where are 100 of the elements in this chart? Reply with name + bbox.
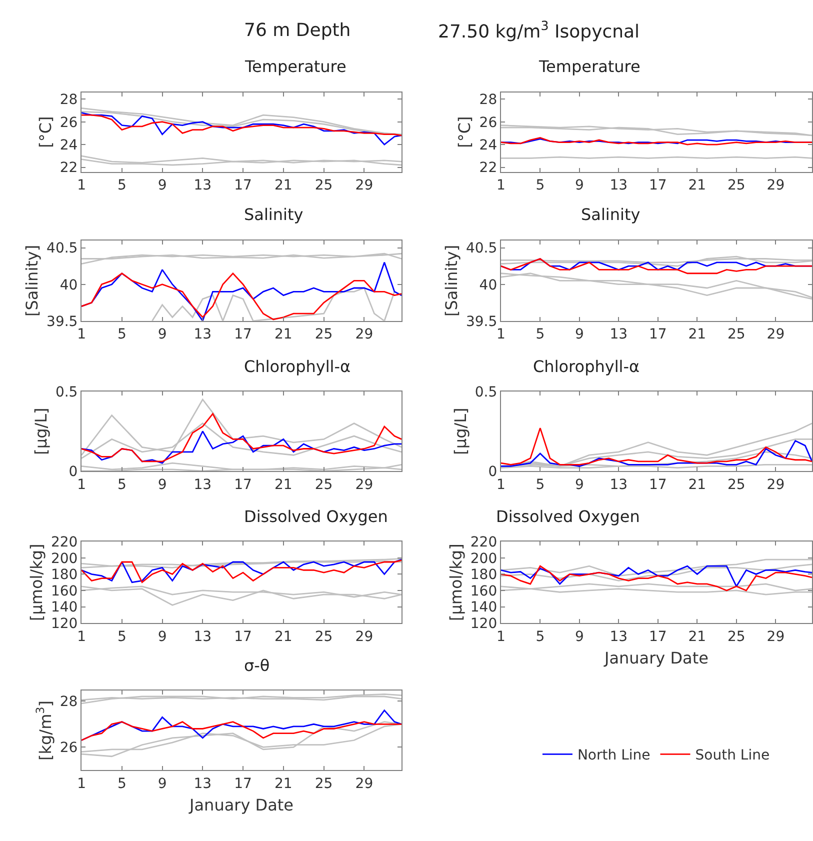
y-tick-label: 120 (470, 616, 498, 632)
x-tick-label: 13 (610, 476, 628, 493)
x-tick-label: 9 (158, 476, 167, 493)
y-tick-label: 26 (60, 114, 78, 131)
x-tick-label: 25 (728, 178, 746, 194)
x-tick-label: 17 (649, 326, 667, 343)
x-tick-label: 25 (728, 476, 746, 493)
x-tick-label: 1 (77, 326, 86, 343)
x-tick-label: 25 (314, 326, 333, 343)
y-tick-label: 220 (50, 534, 78, 551)
y-axis-title: [°C] (455, 116, 474, 148)
x-tick-label: 25 (314, 476, 333, 493)
x-tick-label: 17 (234, 326, 252, 343)
x-axis-title: January Date (603, 648, 708, 668)
x-tick-label: 25 (314, 178, 333, 194)
x-tick-label: 13 (610, 628, 628, 645)
x-tick-label: 21 (274, 326, 292, 343)
x-tick-label: 29 (766, 178, 785, 194)
x-tick-label: 9 (158, 628, 167, 645)
x-tick-label: 1 (496, 326, 506, 343)
y-tick-label: 26 (60, 740, 78, 756)
y-tick-label: 0.5 (55, 384, 78, 400)
x-tick-label: 5 (536, 628, 545, 645)
x-tick-label: 9 (158, 776, 167, 792)
y-tick-label: 40 (479, 277, 498, 294)
chart-title: Dissolved Oxygen (244, 507, 388, 526)
y-axis-title: [µg/L] (450, 408, 470, 455)
chart-subtitle: Temperature (244, 57, 346, 76)
x-tick-label: 17 (234, 628, 252, 645)
legend-label: North Line (577, 748, 650, 764)
chart-title: 27.50 kg/m$^{3}$ Isopycnal (438, 18, 640, 43)
chart-title: 76 m Depth (244, 20, 351, 41)
y-tick-label: 40.5 (46, 240, 78, 257)
y-tick-label: 160 (50, 583, 78, 600)
y-axis-title: [°C] (36, 116, 55, 148)
x-tick-label: 5 (536, 476, 545, 493)
x-tick-label: 17 (649, 178, 667, 194)
y-tick-label: 28 (60, 694, 78, 710)
x-tick-label: 5 (117, 628, 126, 645)
chart-title: Chlorophyll-α (533, 357, 640, 376)
x-tick-label: 17 (234, 178, 252, 194)
x-tick-label: 1 (496, 178, 506, 194)
y-axis-title: [µmol/kg] (446, 544, 466, 621)
x-tick-label: 17 (234, 776, 252, 792)
y-tick-label: 0 (488, 464, 498, 480)
y-tick-label: 22 (60, 160, 78, 176)
x-tick-label: 21 (688, 628, 706, 645)
y-tick-label: 22 (479, 160, 498, 176)
x-tick-label: 17 (234, 476, 252, 493)
chart-title: Salinity (581, 205, 640, 224)
y-tick-label: 40.5 (466, 240, 498, 257)
y-axis-title: [µg/L] (31, 408, 50, 455)
x-tick-label: 5 (536, 326, 545, 343)
x-tick-label: 21 (688, 476, 706, 493)
y-tick-label: 180 (470, 567, 498, 584)
chart-title: Dissolved Oxygen (496, 507, 640, 526)
y-tick-label: 28 (479, 92, 498, 108)
chart-title: Salinity (244, 205, 304, 224)
y-axis-title: [µmol/kg] (26, 544, 46, 621)
chart-subtitle: Temperature (538, 57, 640, 76)
chart-title: Chlorophyll-α (244, 357, 351, 376)
y-axis-title: [Salinity] (22, 244, 42, 317)
x-tick-label: 9 (574, 628, 584, 645)
y-tick-label: 28 (60, 92, 78, 108)
x-tick-label: 29 (355, 326, 374, 343)
y-tick-label: 140 (470, 600, 498, 616)
y-tick-label: 140 (50, 600, 78, 616)
x-tick-label: 21 (688, 178, 706, 194)
y-tick-label: 220 (470, 534, 498, 551)
x-tick-label: 25 (314, 628, 333, 645)
y-tick-label: 40 (60, 277, 78, 294)
x-tick-label: 25 (314, 776, 333, 792)
x-tick-label: 5 (536, 178, 545, 194)
x-tick-label: 21 (274, 476, 292, 493)
y-tick-label: 39.5 (466, 314, 498, 330)
x-tick-label: 13 (194, 178, 212, 194)
y-tick-label: 200 (470, 550, 498, 567)
x-tick-label: 9 (574, 476, 584, 493)
x-tick-label: 21 (274, 178, 292, 194)
x-tick-label: 29 (355, 178, 374, 194)
x-tick-label: 25 (728, 326, 746, 343)
y-tick-label: 24 (60, 137, 78, 154)
x-tick-label: 29 (355, 776, 374, 792)
x-tick-label: 5 (117, 476, 126, 493)
y-axis-title: [Salinity] (442, 244, 461, 317)
x-tick-label: 29 (355, 476, 374, 493)
x-tick-label: 9 (158, 178, 167, 194)
x-tick-label: 13 (194, 776, 212, 792)
x-tick-label: 13 (610, 326, 628, 343)
x-tick-label: 29 (766, 628, 785, 645)
x-tick-label: 17 (649, 628, 667, 645)
y-tick-label: 180 (50, 567, 78, 584)
x-tick-label: 29 (766, 476, 785, 493)
x-tick-label: 17 (649, 476, 667, 493)
x-tick-label: 5 (117, 326, 126, 343)
x-tick-label: 13 (194, 628, 212, 645)
x-tick-label: 21 (274, 776, 292, 792)
y-tick-label: 120 (50, 616, 78, 632)
x-tick-label: 21 (688, 326, 706, 343)
y-tick-label: 26 (479, 114, 498, 131)
